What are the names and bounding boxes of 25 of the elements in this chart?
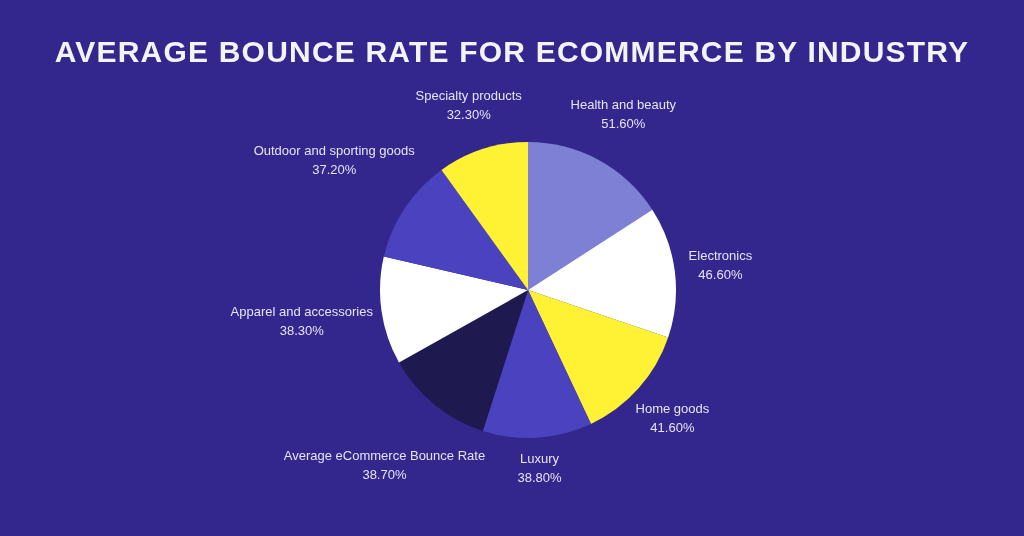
slice-label: Specialty products — [415, 88, 523, 104]
slice-label: Apparel and accessories — [230, 304, 374, 320]
data-label: 38.80% — [517, 469, 563, 485]
data-label: 38.70% — [362, 466, 407, 482]
pie-slice — [380, 256, 528, 363]
pie-slice — [383, 169, 528, 290]
pie-slice — [528, 209, 676, 338]
pie-slice — [528, 142, 653, 290]
data-label: 41.60% — [650, 419, 695, 435]
slice-label: Home goods — [635, 400, 710, 416]
pie-slice — [482, 290, 591, 438]
slice-label: Outdoor and sporting goods — [253, 143, 416, 159]
data-label: 32.30% — [446, 107, 492, 123]
slice-label: Health and beauty — [570, 96, 677, 112]
pie-slice — [441, 142, 528, 290]
data-label: 37.20% — [312, 162, 357, 178]
chart-title: AVERAGE BOUNCE RATE FOR ECOMMERCE BY INDUSTRY — [53, 34, 971, 70]
data-label: 38.30% — [279, 323, 325, 339]
slice-label: Average eCommerce Bounce Rate — [283, 447, 486, 463]
data-label: 46.60% — [698, 267, 743, 283]
slice-label: Luxury — [520, 450, 560, 466]
pie-slice — [528, 290, 669, 424]
slice-label: Electronics — [688, 248, 753, 264]
data-label: 51.60% — [601, 115, 646, 131]
pie-slice — [399, 290, 528, 431]
